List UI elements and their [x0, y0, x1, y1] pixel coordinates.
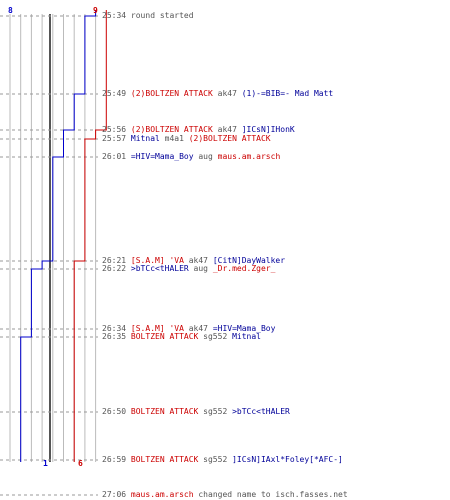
event-text: BOLTZEN ATTACK sg552 Mitnal — [131, 332, 261, 341]
event-text: BOLTZEN ATTACK sg552 >bTCc<tHALER — [131, 407, 290, 416]
event-time: 26:21 — [102, 256, 127, 265]
event-part: BOLTZEN ATTACK — [130, 455, 199, 464]
event-part: maus.am.arsch — [217, 152, 281, 161]
event-part: =HIV=Mama_Boy — [130, 152, 194, 161]
event-time: 26:59 — [102, 455, 127, 464]
event-part: (2)BOLTZEN ATTACK — [188, 134, 271, 143]
team-b-count-line — [73, 10, 107, 462]
event-part: changed name to isch.fasses.net — [193, 490, 348, 499]
event-part: [S.A.M] 'VA — [130, 256, 184, 265]
event-time: 26:22 — [102, 264, 127, 273]
event-text: round started — [131, 11, 194, 20]
event-time: 25:49 — [102, 89, 127, 98]
event-part: [S.A.M] 'VA — [130, 324, 184, 333]
event-row: 26:35 BOLTZEN ATTACK sg552 Mitnal — [102, 333, 261, 341]
event-part: ak47 — [183, 256, 213, 265]
event-part: m4a1 — [159, 134, 189, 143]
event-text: >bTCc<tHALER aug _Dr.med.Zger_ — [131, 264, 276, 273]
event-part: Mitnal — [232, 332, 261, 341]
blue-end-count: 1 — [43, 459, 48, 468]
event-row: 26:21 [S.A.M] 'VA ak47 [CitN]DayWalker — [102, 257, 285, 265]
event-part: ak47 — [183, 324, 213, 333]
event-time: 25:57 — [102, 134, 127, 143]
event-text: =HIV=Mama_Boy aug maus.am.arsch — [131, 152, 280, 161]
event-part: (2)BOLTZEN ATTACK — [130, 125, 213, 134]
event-part: (1)-=BIB=- Mad Matt — [241, 89, 334, 98]
event-time: 25:56 — [102, 125, 127, 134]
event-part: ak47 — [212, 125, 242, 134]
event-text: BOLTZEN ATTACK sg552 ]ICsN]IAxl*Foley[*A… — [131, 455, 343, 464]
event-part: round started — [130, 11, 194, 20]
event-row: 26:59 BOLTZEN ATTACK sg552 ]ICsN]IAxl*Fo… — [102, 456, 343, 464]
event-part: sg552 — [198, 332, 233, 341]
event-row: 25:49 (2)BOLTZEN ATTACK ak47 (1)-=BIB=- … — [102, 90, 333, 98]
event-time: 26:34 — [102, 324, 127, 333]
event-text: [S.A.M] 'VA ak47 =HIV=Mama_Boy — [131, 324, 276, 333]
event-row: 25:57 Mitnal m4a1 (2)BOLTZEN ATTACK — [102, 135, 271, 143]
event-row: 26:22 >bTCc<tHALER aug _Dr.med.Zger_ — [102, 265, 275, 273]
event-time: 27:06 — [102, 490, 127, 499]
red-start-count: 9 — [93, 6, 98, 15]
event-part: >bTCc<tHALER — [130, 264, 189, 273]
event-time: 26:01 — [102, 152, 127, 161]
event-text: (2)BOLTZEN ATTACK ak47 (1)-=BIB=- Mad Ma… — [131, 89, 333, 98]
event-part: ]ICsN]IHonK — [241, 125, 295, 134]
event-part: BOLTZEN ATTACK — [130, 332, 199, 341]
event-part: Mitnal — [130, 134, 160, 143]
event-part: aug — [188, 264, 213, 273]
event-row: 26:01 =HIV=Mama_Boy aug maus.am.arsch — [102, 153, 280, 161]
event-part: ]ICsN]IAxl*Foley[*AFC-] — [232, 455, 343, 464]
event-row: 25:56 (2)BOLTZEN ATTACK ak47 ]ICsN]IHonK — [102, 126, 295, 134]
event-row: 25:34 round started — [102, 12, 194, 20]
event-part: maus.am.arsch — [130, 490, 194, 499]
event-part: [CitN]DayWalker — [212, 256, 286, 265]
event-part: sg552 — [198, 455, 233, 464]
event-time: 26:35 — [102, 332, 127, 341]
team-a-count-line — [20, 10, 97, 462]
event-time: 25:34 — [102, 11, 127, 20]
event-row: 26:50 BOLTZEN ATTACK sg552 >bTCc<tHALER — [102, 408, 290, 416]
event-part: >bTCc<tHALER — [232, 407, 290, 416]
event-row: 27:06 maus.am.arsch changed name to isch… — [102, 491, 348, 499]
red-end-count: 6 — [78, 459, 83, 468]
event-part: sg552 — [198, 407, 233, 416]
event-part: BOLTZEN ATTACK — [130, 407, 199, 416]
event-part: (2)BOLTZEN ATTACK — [130, 89, 213, 98]
event-text: maus.am.arsch changed name to isch.fasse… — [131, 490, 348, 499]
event-part: =HIV=Mama_Boy — [212, 324, 276, 333]
event-text: Mitnal m4a1 (2)BOLTZEN ATTACK — [131, 134, 271, 143]
event-text: [S.A.M] 'VA ak47 [CitN]DayWalker — [131, 256, 285, 265]
event-part: aug — [193, 152, 218, 161]
event-part: _Dr.med.Zger_ — [212, 264, 276, 273]
event-row: 26:34 [S.A.M] 'VA ak47 =HIV=Mama_Boy — [102, 325, 275, 333]
event-text: (2)BOLTZEN ATTACK ak47 ]ICsN]IHonK — [131, 125, 295, 134]
event-time: 26:50 — [102, 407, 127, 416]
event-part: ak47 — [212, 89, 242, 98]
blue-start-count: 8 — [8, 6, 13, 15]
